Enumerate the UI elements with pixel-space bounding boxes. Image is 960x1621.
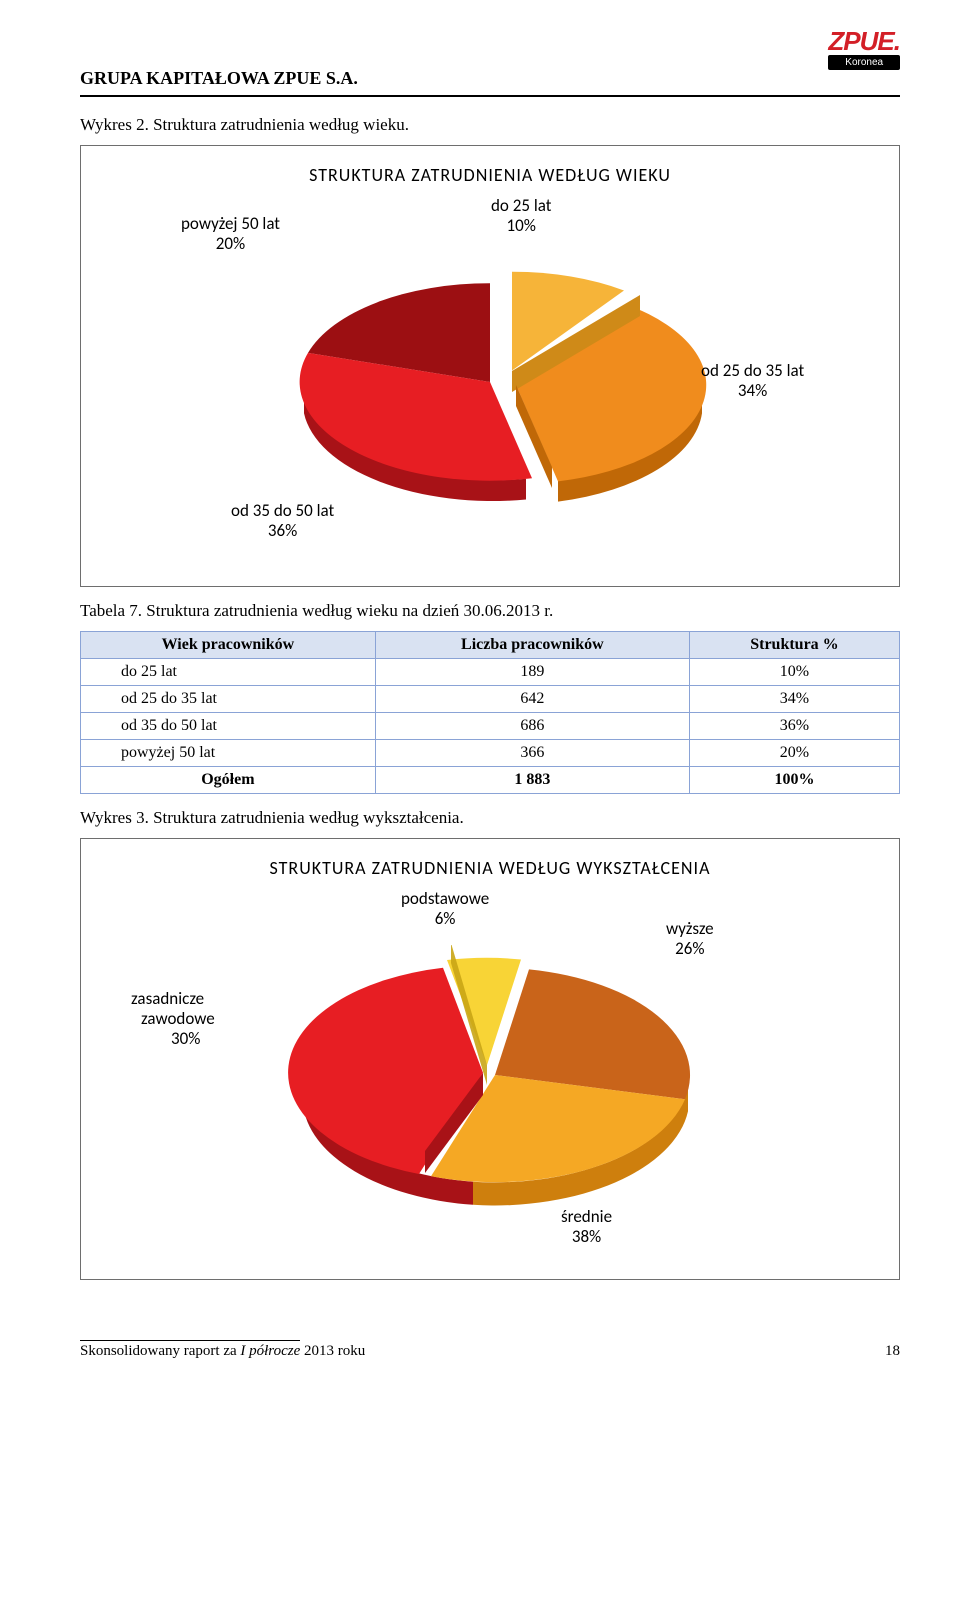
table-col-0: Wiek pracowników	[81, 632, 376, 659]
callout-label: od 35 do 50 lat	[231, 500, 334, 521]
logo-text: ZPUE	[828, 26, 893, 56]
table-col-1: Liczba pracowników	[375, 632, 689, 659]
table-cell: 20%	[689, 740, 899, 767]
callout-label: powyżej 50 lat	[181, 213, 280, 234]
callout-value: 30%	[171, 1028, 200, 1049]
table-col-2: Struktura %	[689, 632, 899, 659]
footer-divider	[80, 1340, 300, 1341]
table-cell: 189	[375, 659, 689, 686]
chart1-caption: Wykres 2. Struktura zatrudnienia według …	[80, 115, 900, 135]
pie-chart-icon	[260, 252, 720, 532]
table-cell: 642	[375, 686, 689, 713]
chart1-pie	[260, 252, 720, 537]
callout-value: 10%	[507, 215, 536, 236]
footer-pre: Skonsolidowany raport za	[80, 1343, 240, 1359]
logo-dot-icon: .	[894, 26, 900, 56]
footer-ital: I półrocze	[240, 1343, 300, 1359]
chart2-callout-1: wyższe 26%	[666, 919, 714, 958]
table-cell: 34%	[689, 686, 899, 713]
callout-value: 20%	[216, 233, 245, 254]
page-number: 18	[885, 1343, 900, 1360]
chart2-callout-3c: 30%	[171, 1029, 200, 1049]
table-cell: Ogółem	[81, 767, 376, 794]
table-cell: od 25 do 35 lat	[81, 686, 376, 713]
footer-text: Skonsolidowany raport za I półrocze 2013…	[80, 1343, 365, 1360]
table-cell: 100%	[689, 767, 899, 794]
callout-value: 26%	[675, 938, 704, 959]
table-caption: Tabela 7. Struktura zatrudnienia według …	[80, 601, 900, 621]
table-row: od 35 do 50 lat68636%	[81, 713, 900, 740]
chart1-body: do 25 lat 10% od 25 do 35 lat 34% od 35 …	[91, 196, 889, 566]
callout-label: zasadnicze	[131, 988, 204, 1009]
logo-sub-text: Koronea	[828, 55, 900, 70]
callout-value: 6%	[435, 908, 456, 929]
table-row: powyżej 50 lat36620%	[81, 740, 900, 767]
chart2-body: podstawowe 6% wyższe 26% średnie 38% zas…	[91, 889, 889, 1259]
chart2-caption: Wykres 3. Struktura zatrudnienia według …	[80, 808, 900, 828]
callout-value: 34%	[738, 380, 767, 401]
logo: ZPUE. Koronea	[828, 30, 900, 70]
table-cell: 366	[375, 740, 689, 767]
chart2-callout-0: podstawowe 6%	[401, 889, 489, 928]
table-cell: powyżej 50 lat	[81, 740, 376, 767]
table-cell: 1 883	[375, 767, 689, 794]
callout-label: zawodowe	[141, 1008, 215, 1029]
callout-value: 38%	[572, 1226, 601, 1247]
callout-label: średnie	[561, 1206, 612, 1227]
chart1-callout-1: od 25 do 35 lat 34%	[701, 361, 804, 400]
callout-label: do 25 lat	[491, 195, 551, 216]
table-cell: 36%	[689, 713, 899, 740]
header-divider	[80, 95, 900, 97]
chart2-callout-2: średnie 38%	[561, 1207, 612, 1246]
footer-post: 2013 roku	[300, 1343, 365, 1359]
callout-label: wyższe	[666, 918, 714, 939]
chart2-title: STRUKTURA ZATRUDNIENIA WEDŁUG WYKSZTAŁCE…	[91, 857, 889, 879]
company-name: GRUPA KAPITAŁOWA ZPUE S.A.	[80, 30, 358, 89]
logo-main-text: ZPUE.	[828, 30, 900, 53]
table-row: do 25 lat18910%	[81, 659, 900, 686]
table-header-row: Wiek pracowników Liczba pracowników Stru…	[81, 632, 900, 659]
pie-chart-icon	[260, 945, 720, 1235]
table-row: od 25 do 35 lat64234%	[81, 686, 900, 713]
age-structure-table: Wiek pracowników Liczba pracowników Stru…	[80, 631, 900, 794]
callout-value: 36%	[268, 520, 297, 541]
chart2-callout-3b: zawodowe	[141, 1009, 215, 1029]
table-cell: do 25 lat	[81, 659, 376, 686]
chart1-callout-0: do 25 lat 10%	[491, 196, 551, 235]
chart1-container: STRUKTURA ZATRUDNIENIA WEDŁUG WIEKU	[80, 145, 900, 587]
page-footer: Skonsolidowany raport za I półrocze 2013…	[80, 1343, 900, 1360]
page-header: GRUPA KAPITAŁOWA ZPUE S.A. ZPUE. Koronea	[80, 30, 900, 89]
table-cell: 10%	[689, 659, 899, 686]
chart1-callout-3: powyżej 50 lat 20%	[181, 214, 280, 253]
table-cell: 686	[375, 713, 689, 740]
chart2-container: STRUKTURA ZATRUDNIENIA WEDŁUG WYKSZTAŁCE…	[80, 838, 900, 1280]
table-cell: od 35 do 50 lat	[81, 713, 376, 740]
table-total-row: Ogółem1 883100%	[81, 767, 900, 794]
chart2-callout-3a: zasadnicze	[131, 989, 204, 1009]
chart1-title: STRUKTURA ZATRUDNIENIA WEDŁUG WIEKU	[91, 164, 889, 186]
chart1-callout-2: od 35 do 50 lat 36%	[231, 501, 334, 540]
callout-label: podstawowe	[401, 888, 489, 909]
callout-label: od 25 do 35 lat	[701, 360, 804, 381]
document-page: GRUPA KAPITAŁOWA ZPUE S.A. ZPUE. Koronea…	[0, 0, 960, 1400]
chart2-pie	[260, 945, 720, 1240]
